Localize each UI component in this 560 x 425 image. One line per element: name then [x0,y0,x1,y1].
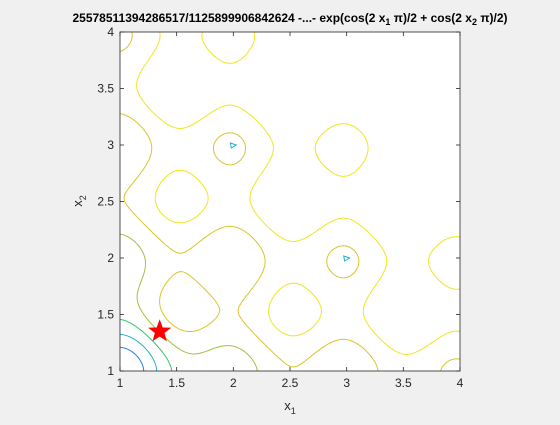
contour-level [119,333,158,372]
y-tick-label: 2.5 [97,195,114,209]
x-tick-label: 2 [230,376,237,390]
plot-area [120,32,460,371]
contour-level [136,31,461,355]
title-segment: π)/2) [477,11,508,25]
y-tick-label: 4 [107,25,114,39]
x-axis-label: x1 [284,398,296,416]
minima-markers [229,142,351,262]
contour-level [119,31,461,372]
title-segment: 2557851139428651​7/11258999068426​24 -..… [72,11,385,25]
x-tick-label: 1.5 [168,376,185,390]
title-subscript: 1 [385,17,390,27]
x-tick-label: 2.5 [282,376,299,390]
axis-label-subscript: 2 [78,195,88,200]
chart-title: 2557851139428651​7/11258999068426​24 -..… [72,11,507,27]
y-axis-label: x2 [70,195,88,207]
x-tick-label: 3.5 [395,376,412,390]
y-tick-label: 1 [107,364,114,378]
x-tick-label: 4 [457,376,464,390]
y-axis-ticks: 1 1.5 2 2.5 3 3.5 4 [97,25,460,378]
optimum-marker-layer [148,319,172,342]
x-tick-label: 1 [117,376,124,390]
axis-label-base: x [70,200,85,207]
contour-level [119,346,145,372]
y-tick-label: 2 [107,251,114,265]
y-tick-label: 3 [107,138,114,152]
title-segment: π)/2 + cos(2 x [390,11,472,25]
contour-level [119,318,173,372]
axis-label-subscript: 1 [291,406,296,416]
x-axis-ticks: 1 1.5 2 2.5 3 3.5 4 [117,32,464,390]
title-subscript: 2 [472,17,477,27]
x-tick-label: 3 [343,376,350,390]
local-minimum-contour [343,255,351,262]
y-tick-label: 3.5 [97,82,114,96]
optimum-star-marker [148,319,172,342]
axis-label-base: x [284,398,291,413]
local-minimum-contour [229,142,238,149]
y-tick-label: 1.5 [97,308,114,322]
